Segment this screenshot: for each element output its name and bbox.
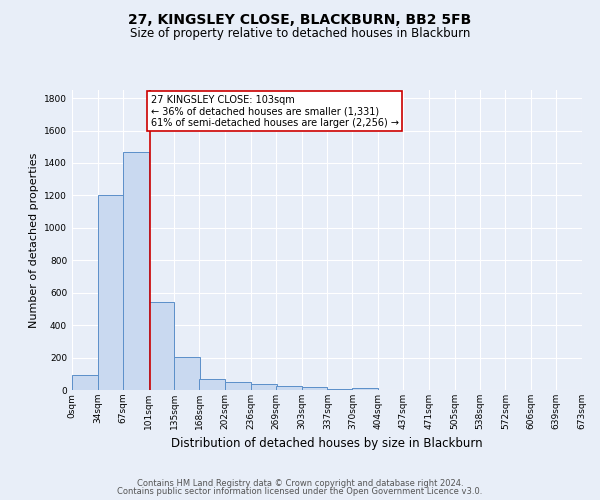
Text: 27, KINGSLEY CLOSE, BLACKBURN, BB2 5FB: 27, KINGSLEY CLOSE, BLACKBURN, BB2 5FB [128, 12, 472, 26]
Bar [199, 380, 225, 390]
Bar [251, 384, 277, 390]
Bar [302, 387, 328, 390]
Text: 27 KINGSLEY CLOSE: 103sqm
← 36% of detached houses are smaller (1,331)
61% of se: 27 KINGSLEY CLOSE: 103sqm ← 36% of detac… [151, 95, 399, 128]
Y-axis label: Number of detached properties: Number of detached properties [29, 152, 38, 328]
Text: Contains HM Land Registry data © Crown copyright and database right 2024.: Contains HM Land Registry data © Crown c… [137, 478, 463, 488]
Bar [98, 196, 124, 390]
Bar [352, 388, 378, 390]
Text: Contains public sector information licensed under the Open Government Licence v3: Contains public sector information licen… [118, 487, 482, 496]
Bar [72, 376, 98, 390]
Bar [175, 357, 200, 390]
Bar [328, 388, 353, 390]
Bar [276, 386, 302, 390]
Bar [225, 382, 251, 390]
Bar [123, 152, 149, 390]
Bar [149, 302, 175, 390]
Text: Size of property relative to detached houses in Blackburn: Size of property relative to detached ho… [130, 28, 470, 40]
X-axis label: Distribution of detached houses by size in Blackburn: Distribution of detached houses by size … [171, 438, 483, 450]
